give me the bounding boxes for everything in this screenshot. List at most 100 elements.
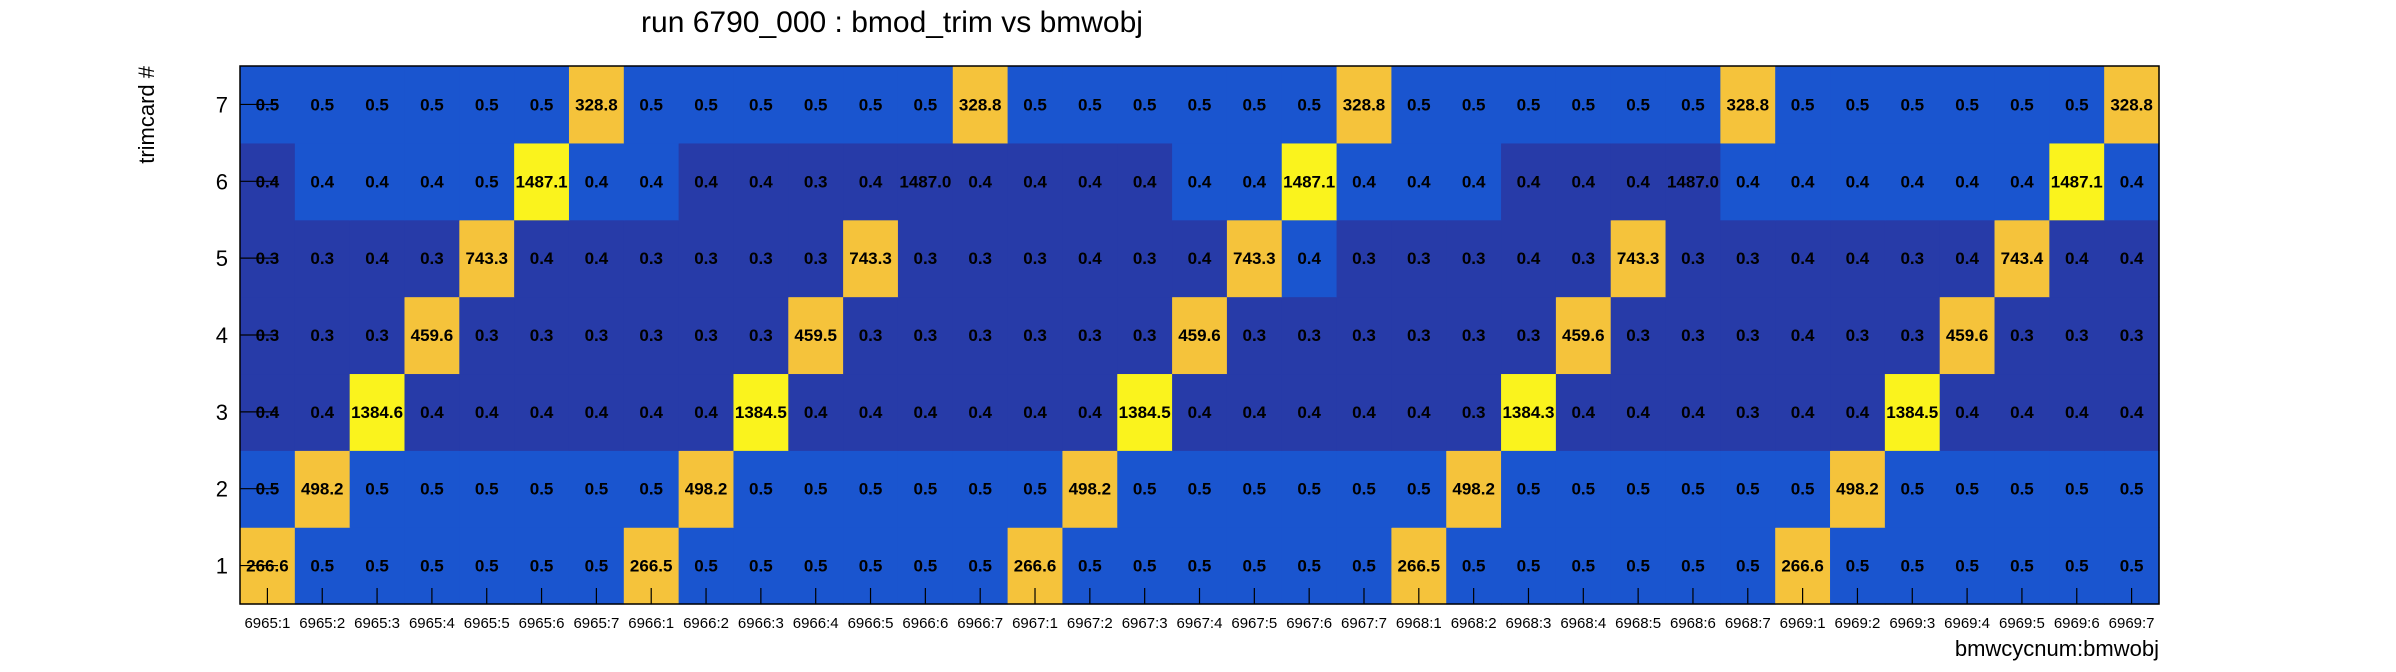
- heatmap-cell: [1994, 66, 2050, 144]
- heatmap-cell: [568, 450, 625, 528]
- cell-label: 0.3: [1297, 326, 1321, 345]
- heatmap-cell: [1446, 296, 1502, 375]
- cell-label: 0.3: [1133, 326, 1157, 345]
- cell-label: 459.6: [1946, 326, 1989, 345]
- heatmap-cell: [1775, 66, 1831, 144]
- cell-label: 0.3: [968, 249, 992, 268]
- cell-label: 0.4: [694, 172, 718, 191]
- cell-label: 1384.5: [735, 403, 787, 422]
- cell-label: 1384.3: [1502, 403, 1554, 422]
- heatmap-cell: [294, 296, 351, 375]
- heatmap-cell: [1830, 296, 1886, 375]
- cell-label: 743.3: [465, 249, 508, 268]
- heatmap-cell: [1555, 66, 1612, 144]
- cell-label: 0.4: [639, 172, 663, 191]
- x-tick-label: 6968:5: [1615, 615, 1661, 632]
- heatmap-cell: [623, 450, 680, 528]
- heatmap-cell: [678, 296, 735, 375]
- cell-label: 0.5: [1517, 95, 1541, 114]
- x-tick-label: 6968:4: [1560, 615, 1606, 632]
- heatmap-cell: [1062, 296, 1118, 375]
- heatmap-cell: [897, 142, 954, 221]
- heatmap-cell: [1226, 219, 1283, 298]
- heatmap-cell: [952, 142, 1009, 221]
- y-tick-labels: 1 2 3 4 5 6 7: [216, 92, 228, 578]
- cell-label: 0.5: [1955, 95, 1979, 114]
- cell-label: 0.5: [2120, 480, 2144, 499]
- cell-label: 0.5: [1681, 95, 1705, 114]
- cell-label: 0.3: [2120, 326, 2144, 345]
- cell-label: 0.4: [1297, 249, 1321, 268]
- x-tick-label: 6969:3: [1889, 615, 1935, 632]
- cell-label: 0.5: [1900, 480, 1924, 499]
- cell-label: 0.4: [585, 249, 609, 268]
- heatmap-cell: [733, 219, 789, 298]
- cell-label: 0.5: [804, 480, 828, 499]
- x-tick-label: 6967:6: [1286, 615, 1332, 632]
- cell-label: 0.4: [639, 403, 663, 422]
- cell-label: 0.5: [749, 95, 773, 114]
- x-tick-label: 6968:2: [1451, 615, 1497, 632]
- heatmap-cell: [1610, 66, 1667, 144]
- cell-label: 1384.6: [351, 403, 403, 422]
- heatmap-cell: [404, 66, 460, 144]
- heatmap-cell: [1884, 66, 1941, 144]
- cell-label: 0.5: [1736, 480, 1760, 499]
- heatmap-cell: [294, 373, 351, 451]
- cell-label: 0.5: [310, 95, 334, 114]
- cell-label: 1384.5: [1886, 403, 1938, 422]
- cell-label: 459.6: [1562, 326, 1605, 345]
- x-tick-label: 6968:7: [1725, 615, 1771, 632]
- heatmap-cell: [459, 450, 515, 528]
- heatmap-cell: [1884, 373, 1941, 451]
- cell-label: 0.5: [2120, 557, 2144, 576]
- heatmap-cell: [1391, 66, 1447, 144]
- cell-label: 0.4: [1188, 403, 1212, 422]
- heatmap-cell: [404, 450, 460, 528]
- cell-label: 0.5: [365, 480, 389, 499]
- heatmap-cell: [678, 219, 735, 298]
- heatmap-cell: [2104, 296, 2160, 375]
- heatmap-cell: [1610, 296, 1667, 375]
- cell-label: 0.3: [1023, 326, 1047, 345]
- cell-label: 0.5: [1517, 480, 1541, 499]
- heatmap-cell: [514, 219, 570, 298]
- heatmap-cell: [678, 373, 735, 451]
- cell-label: 0.3: [1736, 326, 1760, 345]
- cell-label: 0.5: [420, 557, 444, 576]
- cell-label: 0.5: [859, 95, 883, 114]
- heatmap-cell: [1665, 296, 1721, 375]
- cell-label: 0.5: [475, 172, 499, 191]
- heatmap-cell: [788, 219, 844, 298]
- heatmap-cell: [788, 296, 844, 375]
- heatmap-cell: [1610, 450, 1667, 528]
- cell-label: 0.5: [968, 480, 992, 499]
- cell-label: 0.5: [1078, 95, 1102, 114]
- heatmap-cell: [1720, 66, 1776, 144]
- cell-label: 0.4: [1188, 172, 1212, 191]
- cell-label: 1487.0: [1667, 172, 1719, 191]
- cell-label: 0.3: [1626, 326, 1650, 345]
- cell-label: 0.5: [420, 95, 444, 114]
- x-tick-label: 6968:1: [1396, 615, 1442, 632]
- heatmap-cell: [1391, 142, 1447, 221]
- cell-label: 0.3: [1900, 326, 1924, 345]
- cell-label: 0.4: [530, 249, 554, 268]
- heatmap-cell: [1665, 373, 1721, 451]
- cell-label: 328.8: [1343, 95, 1386, 114]
- heatmap-cell: [1720, 373, 1776, 451]
- heatmap-cell: [1501, 373, 1557, 451]
- cell-label: 1487.1: [516, 172, 568, 191]
- heatmap-cell: [2049, 219, 2105, 298]
- cell-label: 0.5: [1133, 480, 1157, 499]
- heatmap-cell: [1830, 66, 1886, 144]
- cell-label: 743.3: [1233, 249, 1276, 268]
- y-tick-label: 5: [216, 246, 228, 271]
- heatmap-cell: [1665, 219, 1721, 298]
- cell-label: 0.4: [1297, 403, 1321, 422]
- cell-label: 0.3: [694, 249, 718, 268]
- x-tick-label: 6965:2: [299, 615, 345, 632]
- heatmap-cell: [1281, 373, 1338, 451]
- x-tick-label: 6967:5: [1231, 615, 1277, 632]
- heatmap-cell: [623, 373, 680, 451]
